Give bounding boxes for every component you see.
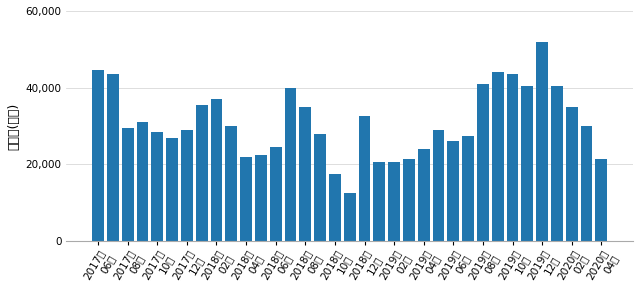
Bar bbox=[92, 70, 104, 241]
Bar bbox=[196, 105, 207, 241]
Bar bbox=[403, 158, 415, 241]
Bar bbox=[225, 126, 237, 241]
Bar bbox=[580, 126, 593, 241]
Bar bbox=[314, 134, 326, 241]
Bar bbox=[507, 74, 518, 241]
Bar bbox=[181, 130, 193, 241]
Bar bbox=[136, 122, 148, 241]
Bar bbox=[477, 84, 489, 241]
Bar bbox=[373, 163, 385, 241]
Y-axis label: 거래량(건수): 거래량(건수) bbox=[7, 102, 20, 150]
Bar bbox=[300, 107, 311, 241]
Bar bbox=[492, 72, 504, 241]
Bar bbox=[151, 132, 163, 241]
Bar bbox=[211, 99, 222, 241]
Bar bbox=[388, 163, 400, 241]
Bar bbox=[107, 74, 119, 241]
Bar bbox=[255, 155, 267, 241]
Bar bbox=[536, 42, 548, 241]
Bar bbox=[595, 158, 607, 241]
Bar bbox=[522, 86, 533, 241]
Bar bbox=[566, 107, 578, 241]
Bar bbox=[447, 141, 460, 241]
Bar bbox=[166, 138, 178, 241]
Bar bbox=[270, 147, 282, 241]
Bar bbox=[240, 157, 252, 241]
Bar bbox=[344, 193, 356, 241]
Bar bbox=[418, 149, 429, 241]
Bar bbox=[433, 130, 444, 241]
Bar bbox=[285, 88, 296, 241]
Bar bbox=[122, 128, 134, 241]
Bar bbox=[329, 174, 341, 241]
Bar bbox=[551, 86, 563, 241]
Bar bbox=[358, 116, 371, 241]
Bar bbox=[462, 136, 474, 241]
